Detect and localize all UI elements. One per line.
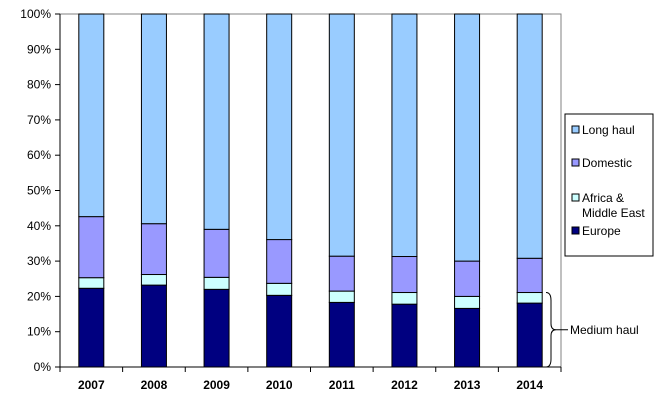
legend-swatch-europe	[571, 226, 580, 235]
bar-domestic-2012	[391, 256, 418, 294]
bar-domestic-2008	[140, 223, 167, 276]
bar-domestic-2014	[516, 257, 543, 294]
bar-long-haul-2009	[203, 13, 230, 230]
bar-europe-2011	[328, 301, 355, 368]
bar-africa-middle-east-2014	[516, 292, 543, 304]
y-tick-label: 20%	[27, 289, 51, 303]
bar-europe-2008	[140, 284, 167, 368]
x-category-label: 2012	[391, 378, 418, 392]
legend-swatch-africa-middle-east	[571, 193, 580, 202]
bar-domestic-2013	[454, 260, 481, 297]
y-tick-label: 30%	[27, 254, 51, 268]
x-category-label: 2009	[203, 378, 230, 392]
y-tick-label: 10%	[27, 325, 51, 339]
bar-europe-2013	[454, 307, 481, 368]
bar-europe-2012	[391, 303, 418, 368]
legend-label: Middle East	[582, 206, 645, 220]
y-tick-label: 80%	[27, 78, 51, 92]
bar-africa-middle-east-2013	[454, 295, 481, 309]
bar-long-haul-2007	[78, 13, 105, 218]
legend-label: Europe	[582, 224, 621, 238]
bar-domestic-2007	[78, 216, 105, 279]
y-tick-label: 70%	[27, 113, 51, 127]
legend-swatch-domestic	[571, 158, 580, 167]
x-category-label: 2013	[454, 378, 481, 392]
bar-long-haul-2014	[516, 13, 543, 259]
legend-label: Africa &	[582, 191, 624, 205]
x-category-label: 2014	[516, 378, 543, 392]
x-category-label: 2010	[266, 378, 293, 392]
bar-africa-middle-east-2008	[140, 274, 167, 286]
bar-long-haul-2012	[391, 13, 418, 258]
bar-europe-2010	[266, 294, 293, 368]
bar-europe-2007	[78, 287, 105, 368]
x-category-label: 2007	[78, 378, 105, 392]
bar-domestic-2009	[203, 228, 230, 278]
bar-europe-2014	[516, 302, 543, 368]
plot-area	[59, 13, 562, 368]
y-tick-label: 100%	[20, 7, 51, 21]
bar-africa-middle-east-2010	[266, 282, 293, 296]
bar-africa-middle-east-2012	[391, 292, 418, 305]
bar-long-haul-2013	[454, 13, 481, 262]
legend-swatch-long-haul	[571, 125, 580, 134]
bar-africa-middle-east-2009	[203, 276, 230, 290]
y-tick-label: 60%	[27, 148, 51, 162]
y-tick-label: 40%	[27, 219, 51, 233]
bar-long-haul-2008	[140, 13, 167, 225]
legend-label: Domestic	[582, 156, 632, 170]
x-category-label: 2008	[141, 378, 168, 392]
y-tick-label: 50%	[27, 184, 51, 198]
bar-long-haul-2011	[328, 13, 355, 257]
x-category-label: 2011	[329, 378, 355, 392]
bar-africa-middle-east-2007	[78, 277, 105, 289]
legend-label: Long haul	[582, 123, 635, 137]
bar-domestic-2011	[328, 255, 355, 292]
bar-europe-2009	[203, 288, 230, 368]
medium-haul-label: Medium haul	[570, 323, 639, 337]
bar-africa-middle-east-2011	[328, 290, 355, 303]
y-tick-label: 0%	[34, 360, 52, 374]
y-tick-label: 90%	[27, 42, 51, 56]
legend-box	[564, 113, 654, 257]
bar-long-haul-2010	[266, 13, 293, 241]
bar-domestic-2010	[266, 239, 293, 284]
